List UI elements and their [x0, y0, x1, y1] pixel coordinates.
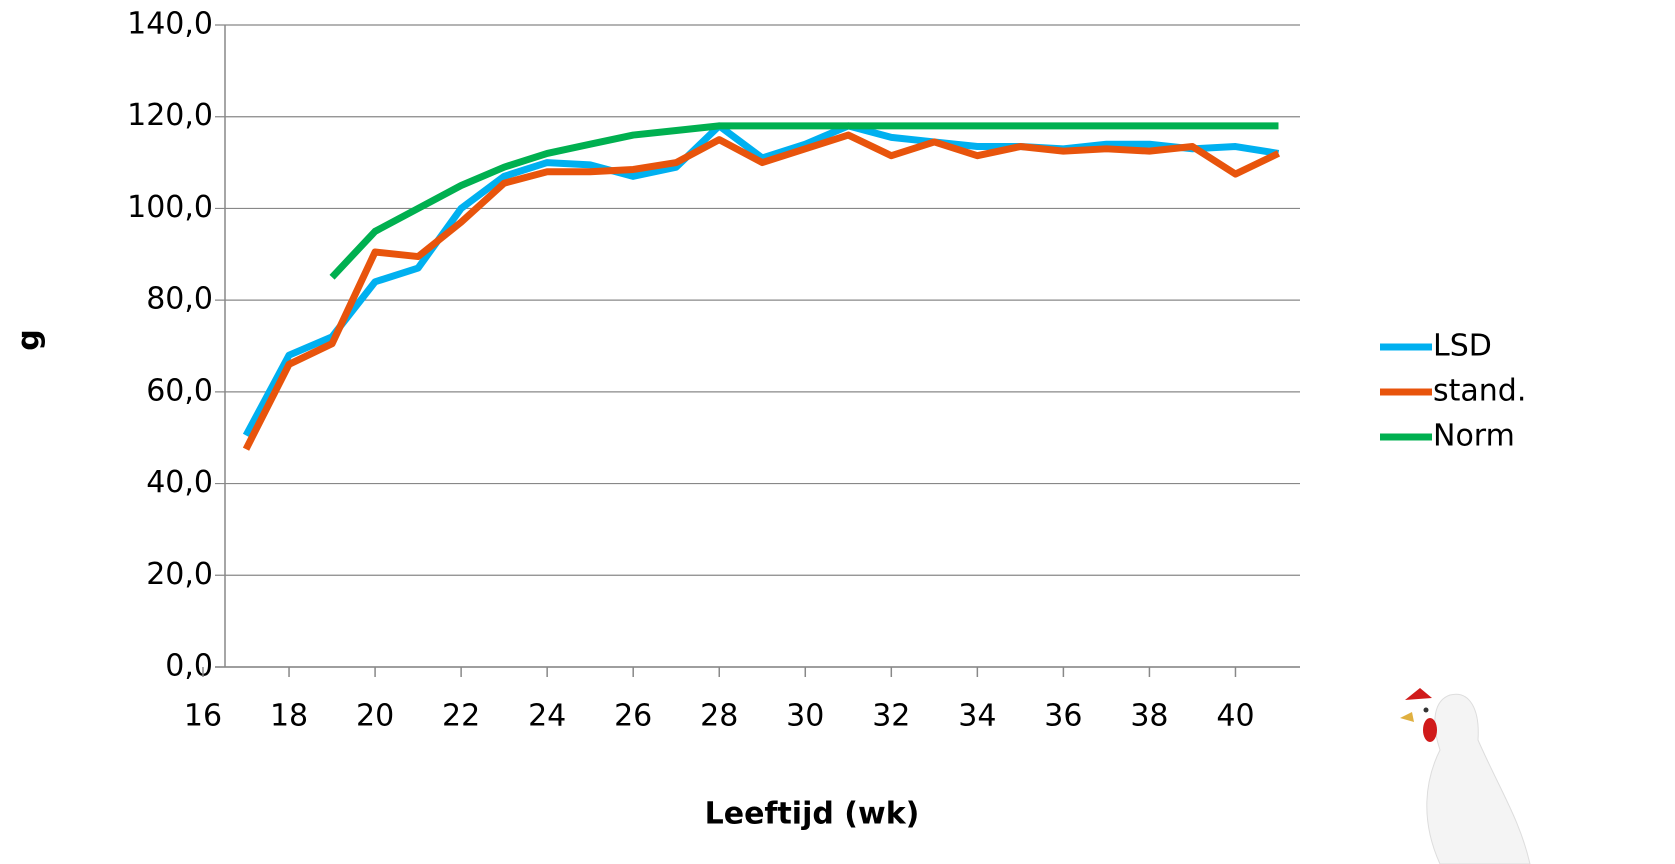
chicken-illustration: [1400, 688, 1530, 864]
page: {"chart_data": {"type": "line", "x_label…: [0, 0, 1675, 864]
y-tick-label: 120,0: [127, 98, 213, 133]
x-tick-label: 38: [1130, 699, 1168, 734]
x-tick-label: 20: [356, 699, 394, 734]
x-tick-label: 32: [872, 699, 910, 734]
x-tick-label: 36: [1044, 699, 1082, 734]
y-tick-label: 0,0: [165, 649, 213, 684]
y-tick-label: 60,0: [146, 373, 213, 408]
y-tick-label: 20,0: [146, 557, 213, 592]
y-tick-label: 140,0: [127, 7, 213, 42]
y-tick-label: 100,0: [127, 190, 213, 225]
y-axis-label: g: [12, 329, 47, 350]
x-tick-label: 24: [528, 699, 566, 734]
series-line: [246, 135, 1278, 449]
x-tick-label: 22: [442, 699, 480, 734]
x-tick-label: 26: [614, 699, 652, 734]
x-tick-label: 18: [270, 699, 308, 734]
x-tick-label: 40: [1216, 699, 1254, 734]
legend-label: LSD: [1433, 329, 1492, 364]
chart: Leeftijd (wk) g 0,0 20,0 40,0 60,0 80,0 100,0…: [0, 0, 1675, 864]
x-tick-label: 34: [958, 699, 996, 734]
x-tick-label: 28: [700, 699, 738, 734]
y-tick-label: 40,0: [146, 465, 213, 500]
series-line: [246, 126, 1278, 436]
legend-label: stand.: [1433, 374, 1526, 409]
y-tick-label: 80,0: [146, 282, 213, 317]
x-axis-label: Leeftijd (wk): [705, 797, 920, 832]
x-tick-label: 16: [184, 699, 222, 734]
x-tick-label: 30: [786, 699, 824, 734]
legend-label: Norm: [1433, 419, 1515, 454]
